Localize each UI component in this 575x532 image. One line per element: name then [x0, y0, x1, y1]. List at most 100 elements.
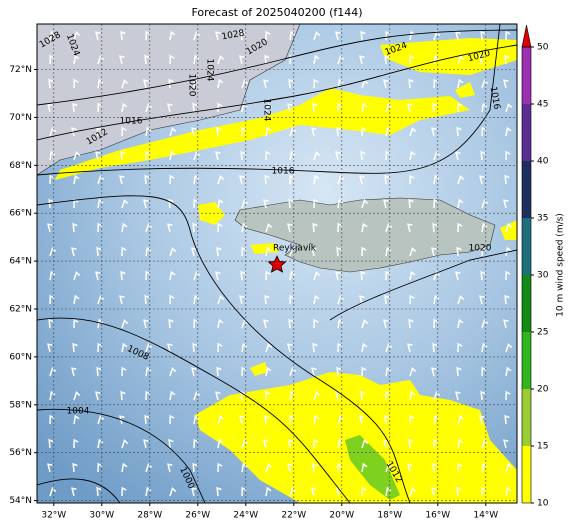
- wind-barb: [457, 318, 464, 329]
- wind-barb: [241, 366, 247, 377]
- wind-barb: [169, 270, 176, 281]
- wind-barb: [49, 174, 55, 185]
- wind-barb: [431, 247, 437, 257]
- wind-barb: [265, 270, 271, 281]
- city-label: Reykjavík: [273, 244, 317, 254]
- wind-barb: [409, 150, 416, 161]
- wind-barb: [432, 222, 438, 233]
- colorbar-bin: [522, 275, 531, 332]
- wind-barb: [193, 391, 201, 401]
- wind-barb: [169, 367, 177, 377]
- wind-barb: [145, 390, 151, 401]
- wind-barb: [47, 103, 53, 113]
- wind-barb: [311, 247, 317, 257]
- wind-barb: [263, 439, 269, 449]
- wind-barb: [505, 150, 511, 161]
- wind-barb: [361, 199, 369, 209]
- wind-barb: [121, 486, 127, 497]
- wind-barb: [505, 246, 512, 257]
- wind-barb: [168, 78, 174, 89]
- wind-barb: [143, 319, 149, 329]
- wind-barb: [143, 79, 149, 89]
- colorbar-tick-label: 30: [537, 271, 549, 281]
- colorbar-tick-label: 25: [537, 328, 548, 338]
- wind-barb: [335, 271, 341, 281]
- wind-barb: [71, 247, 77, 257]
- wind-barb: [385, 223, 393, 233]
- title: Forecast of 2025040200 (f144): [191, 6, 362, 19]
- wind-barb: [433, 438, 439, 449]
- colorbar-bin: [522, 446, 531, 503]
- wind-barb: [121, 126, 127, 137]
- x-tick-label: 30°W: [89, 511, 114, 521]
- wind-barb: [384, 294, 390, 305]
- wind-barb: [479, 175, 485, 185]
- wind-barb: [216, 126, 222, 137]
- wind-barb: [121, 319, 129, 329]
- wind-barb: [49, 127, 57, 137]
- wind-barb: [97, 102, 103, 113]
- wind-barb: [193, 271, 201, 281]
- wind-barb: [336, 366, 342, 377]
- wind-barb: [265, 343, 273, 353]
- wind-barb: [456, 126, 462, 137]
- wind-barb: [191, 487, 197, 497]
- wind-barb: [265, 486, 272, 497]
- wind-barb: [265, 390, 271, 401]
- wind-barb: [457, 415, 465, 425]
- wind-barb: [481, 486, 487, 497]
- wind-barb: [217, 415, 225, 425]
- wind-barb: [383, 199, 389, 209]
- wind-barb: [217, 295, 225, 305]
- x-tick-label: 24°W: [233, 511, 258, 521]
- wind-barb: [288, 318, 294, 329]
- wind-barb: [361, 246, 367, 257]
- wind-barb: [456, 486, 462, 497]
- wind-barb: [409, 367, 417, 377]
- wind-barb: [384, 414, 390, 425]
- colorbar-bin: [522, 332, 531, 389]
- wind-barb: [481, 439, 489, 449]
- wind-barb: [169, 390, 176, 401]
- axes: 32°W 30°W 28°W 26°W 24°W 22°W 20°W 18°W 16°W 14°W…: [9, 65, 498, 520]
- wind-barb: [455, 31, 461, 41]
- wind-barb: [47, 223, 53, 233]
- wind-barb: [121, 102, 128, 113]
- wind-barb: [503, 439, 509, 449]
- x-tick-label: 32°W: [41, 511, 66, 521]
- wind-barb: [359, 415, 365, 425]
- wind-barb: [457, 78, 464, 89]
- wind-barb: [217, 318, 224, 329]
- wind-barb: [359, 175, 365, 185]
- wind-barb: [407, 343, 413, 353]
- isobar-label: 1024: [262, 99, 272, 122]
- wind-barb: [241, 199, 249, 209]
- colorbar-extend: [521, 24, 532, 48]
- wind-barb: [169, 247, 177, 257]
- wind-barb: [312, 222, 318, 233]
- wind-barb: [313, 414, 320, 425]
- wind-barb: [481, 79, 489, 89]
- wind-barb: [97, 295, 105, 305]
- wind-barb: [456, 366, 462, 377]
- wind-barb: [241, 126, 247, 137]
- wind-barb: [73, 318, 79, 329]
- wind-barb: [73, 151, 81, 161]
- wind-barb: [121, 246, 127, 257]
- wind-barb: [455, 271, 461, 281]
- wind-barb: [73, 174, 80, 185]
- wind-barb: [95, 391, 101, 401]
- wind-barb: [265, 103, 273, 113]
- wind-barb: [168, 438, 174, 449]
- wind-barb: [409, 294, 415, 305]
- wind-barb: [289, 247, 297, 257]
- wind-barb: [119, 415, 125, 425]
- wind-barb: [264, 174, 270, 185]
- colorbar-tick-label: 40: [537, 157, 549, 167]
- wind-barb: [121, 462, 128, 473]
- wind-barb: [505, 270, 511, 281]
- isobar-label: 1004: [67, 407, 90, 417]
- wind-barb: [95, 151, 101, 161]
- wind-barb: [433, 78, 439, 89]
- wind-barb: [335, 31, 341, 41]
